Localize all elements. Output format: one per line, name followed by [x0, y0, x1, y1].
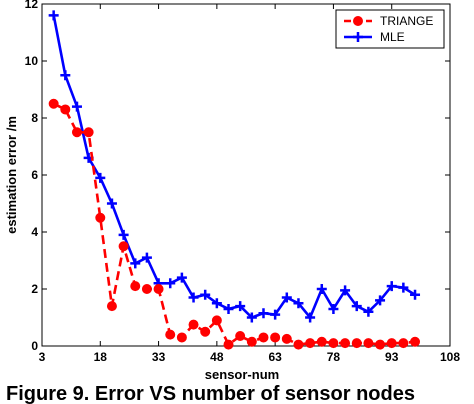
legend-label-mle: MLE [380, 30, 405, 44]
data-point [363, 338, 374, 349]
y-tick-label: 4 [31, 225, 38, 239]
data-point [351, 301, 362, 312]
data-point [353, 32, 363, 42]
x-tick-label: 93 [385, 350, 399, 364]
data-point [130, 281, 141, 292]
data-point [410, 336, 421, 347]
data-point [211, 298, 222, 309]
data-point [48, 10, 59, 21]
y-tick-label: 6 [31, 168, 38, 182]
series-mle [48, 10, 421, 323]
x-tick-label: 33 [152, 350, 166, 364]
data-point [375, 339, 386, 350]
y-tick-label: 12 [25, 0, 39, 11]
data-point [270, 309, 281, 320]
legend: TRIANGE MLE [335, 9, 445, 49]
data-point [95, 172, 106, 183]
data-point [83, 127, 94, 138]
figure-caption: Figure 9. Error VS number of sensor node… [6, 383, 415, 404]
data-point [141, 252, 152, 263]
data-point [223, 339, 234, 350]
data-point [351, 338, 362, 349]
data-point [188, 292, 199, 303]
data-point [293, 339, 304, 350]
data-point [246, 312, 257, 323]
data-point [398, 338, 409, 349]
data-point [293, 298, 304, 309]
data-point [200, 326, 211, 337]
data-point [340, 285, 351, 296]
data-point [328, 338, 339, 349]
data-point [328, 303, 339, 314]
y-tick-label: 8 [31, 111, 38, 125]
data-point [165, 329, 176, 340]
x-tick-label: 63 [268, 350, 282, 364]
data-point [176, 332, 187, 343]
data-point [200, 289, 211, 300]
data-point [188, 319, 199, 330]
data-point [305, 312, 316, 323]
data-point [60, 104, 71, 115]
data-point [71, 127, 82, 138]
data-point [270, 332, 281, 343]
x-tick-label: 18 [94, 350, 108, 364]
data-point [141, 284, 152, 294]
data-point [281, 292, 292, 303]
data-point [165, 278, 176, 289]
data-point [316, 336, 327, 347]
legend-box [335, 9, 445, 49]
legend-label-triange: TRIANGE [380, 14, 433, 28]
data-point [398, 282, 409, 293]
data-point [153, 284, 164, 294]
y-axis-label: estimation error /m [4, 116, 19, 234]
data-point [281, 333, 292, 344]
data-point [118, 241, 129, 252]
data-point [316, 284, 327, 294]
plot-frame [41, 3, 451, 347]
data-point [130, 258, 141, 269]
data-point [176, 272, 187, 283]
series-triange [48, 98, 421, 350]
data-point [235, 331, 246, 342]
data-point [305, 338, 316, 349]
y-tick-label: 2 [31, 282, 38, 296]
data-point [60, 70, 71, 81]
data-point [106, 198, 117, 209]
x-tick-label: 78 [327, 350, 341, 364]
data-point [410, 289, 421, 300]
chart: 3 18 33 48 63 78 93 108 0 2 4 6 8 10 12 TRIANGE MLE sen… [4, 0, 460, 380]
x-tick-label: 48 [210, 350, 224, 364]
series-layer [48, 10, 421, 350]
data-point [375, 295, 386, 306]
data-point [386, 281, 397, 292]
x-tick-label: 3 [39, 350, 46, 364]
data-point [211, 315, 222, 326]
data-point [363, 306, 374, 317]
data-point [106, 301, 117, 312]
data-point [258, 308, 269, 319]
data-point [223, 303, 234, 314]
data-point [71, 101, 82, 112]
data-point [340, 338, 351, 349]
y-tick-label: 0 [31, 339, 38, 353]
data-point [95, 212, 106, 223]
data-point [48, 98, 59, 109]
data-point [386, 338, 397, 349]
y-tick-label: 10 [25, 54, 39, 68]
data-point [246, 336, 257, 347]
data-point [353, 16, 363, 26]
x-axis-label: sensor-num [205, 367, 279, 380]
data-point [235, 301, 246, 312]
x-tick-label: 108 [440, 350, 460, 364]
data-point [258, 332, 269, 343]
data-point [118, 229, 129, 240]
series-line [52, 15, 416, 321]
